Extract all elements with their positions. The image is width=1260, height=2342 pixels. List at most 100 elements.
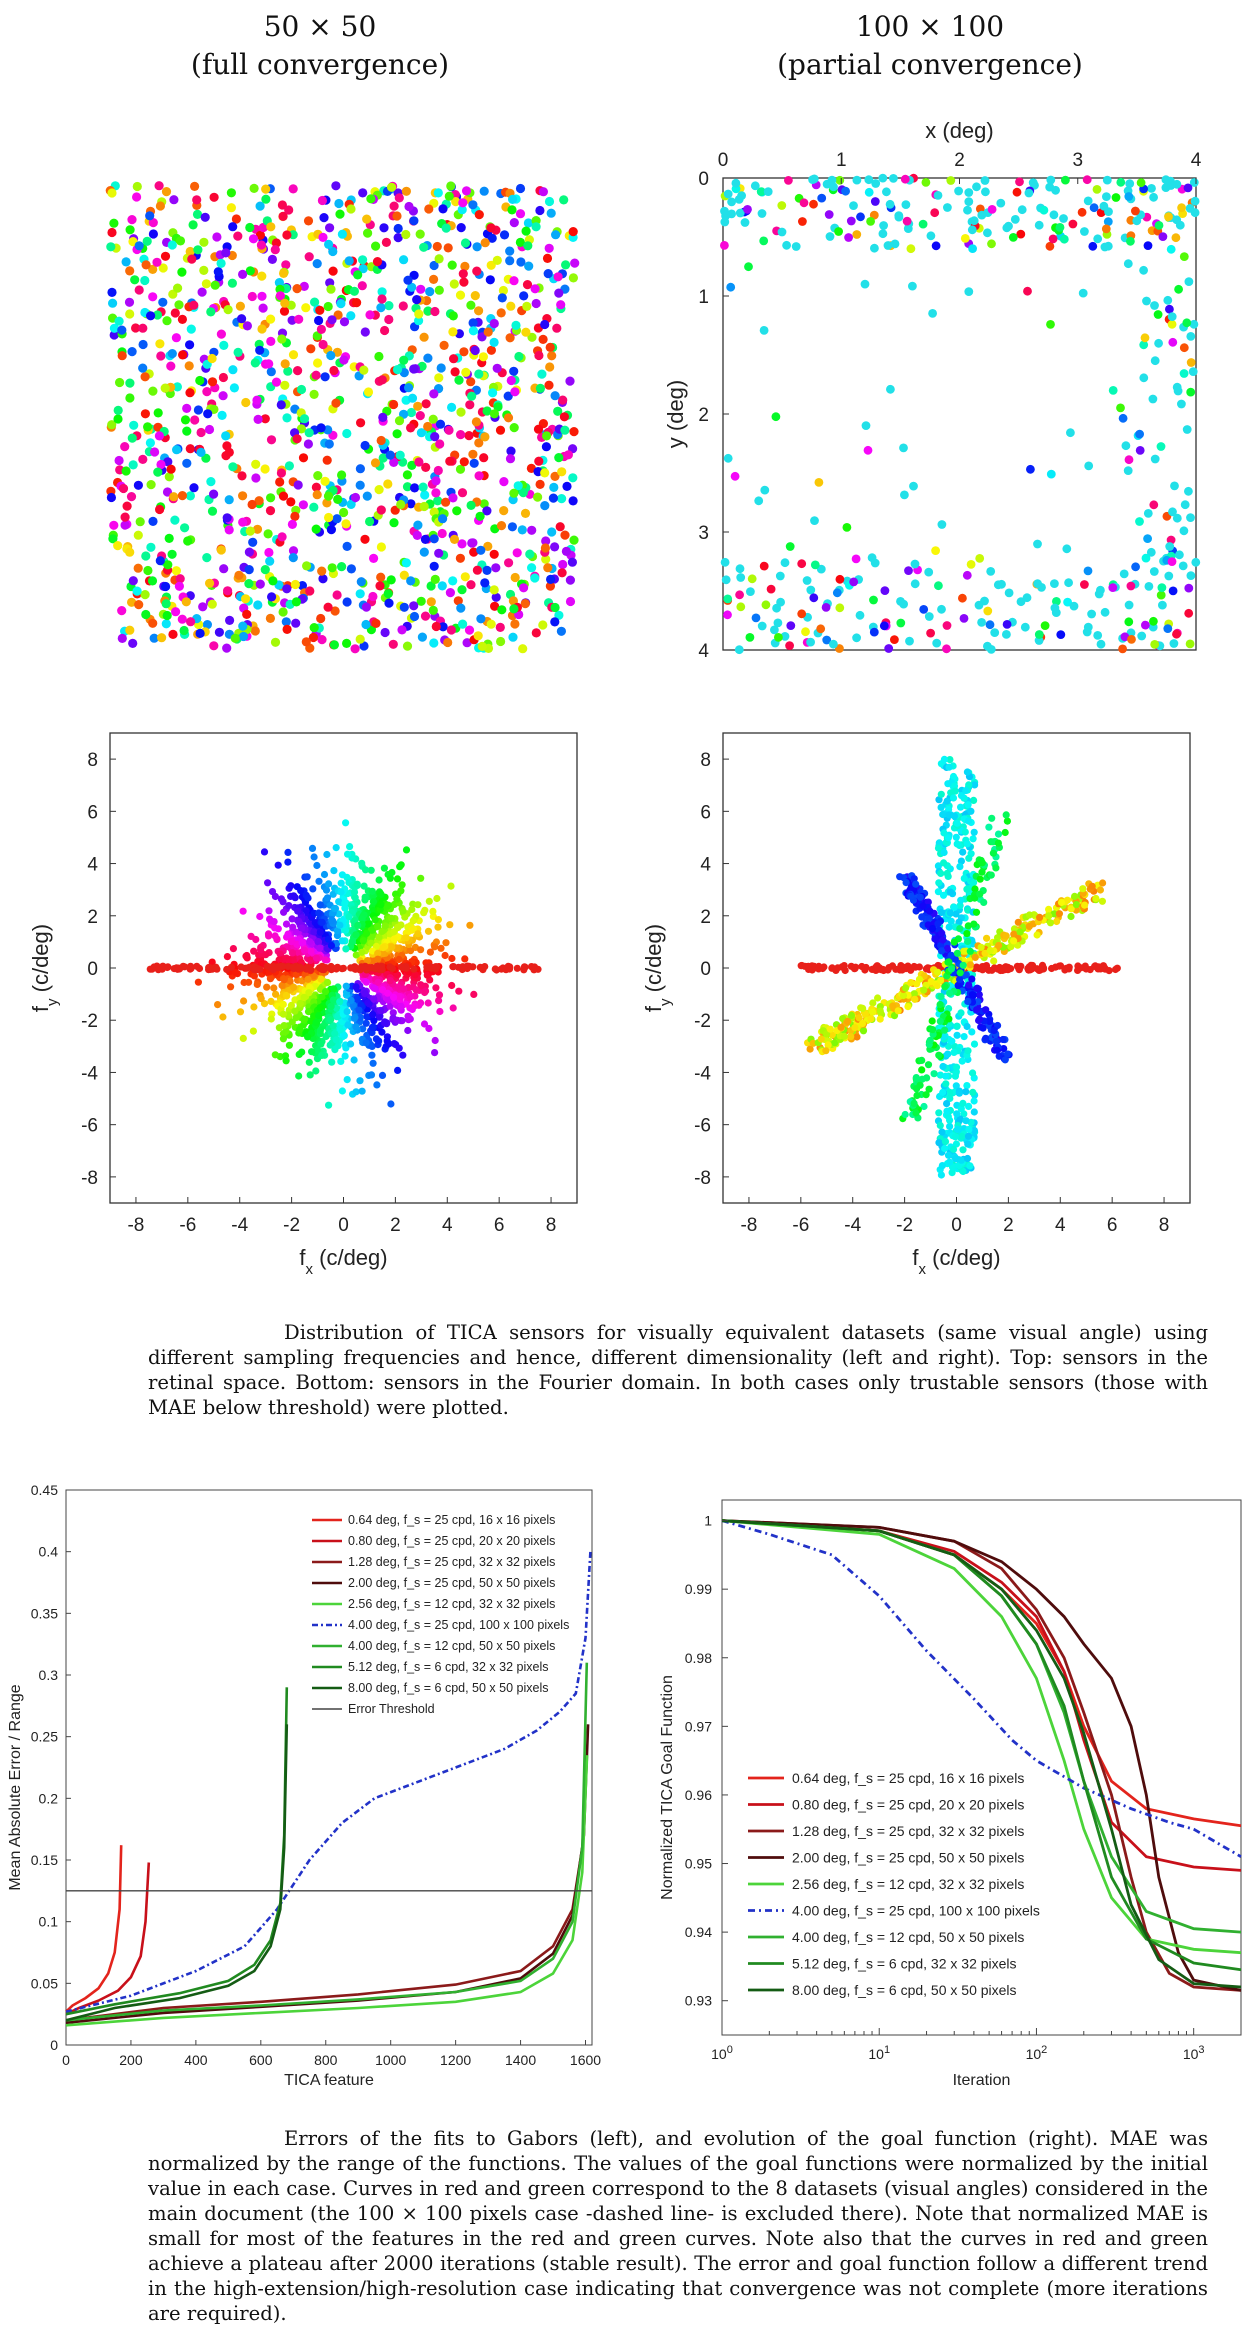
retinal-50-point [183, 536, 193, 546]
retinal-50-point [265, 613, 275, 624]
retinal-50-point [270, 245, 280, 255]
retinal-100-point [759, 326, 769, 335]
title-right-line2: (partial convergence) [777, 48, 1083, 81]
fourier_50-point [287, 1001, 295, 1010]
fourier_50-ytick-label: -6 [81, 1116, 98, 1137]
retinal-100-point [1180, 500, 1190, 510]
retinal-50-point [107, 188, 117, 198]
fourier_50-point [404, 1026, 412, 1035]
fourier_50-ytick-label: -2 [81, 1011, 98, 1032]
retinal-100-point [735, 590, 744, 600]
retinal-50-point [369, 553, 379, 564]
retinal-50-point [282, 230, 292, 240]
fourier_50-point [352, 1023, 360, 1031]
fourier_100-point [1000, 1045, 1008, 1053]
retinal-100-point [974, 600, 984, 610]
retinal-50-point [267, 592, 277, 602]
fourier_50-point [316, 928, 324, 936]
retinal-50-point [447, 260, 457, 270]
retinal-50-point [361, 619, 371, 630]
retinal-50-point [381, 237, 391, 247]
retinal-100-point [1143, 241, 1153, 251]
retinal-50-point [434, 285, 444, 295]
fourier_50-point [285, 902, 293, 910]
retinal-50-point [178, 350, 188, 360]
fourier_50-point [333, 927, 341, 935]
retinal-100-point [806, 585, 816, 595]
fourier_50-point [431, 1049, 439, 1057]
retinal-100-point [1125, 179, 1135, 189]
fourier_100-point [967, 807, 975, 815]
fourier_100-point [894, 1007, 902, 1015]
retinal-50-point [406, 423, 416, 433]
retinal-100-point [1096, 585, 1105, 595]
fourier_50-point [285, 1041, 293, 1049]
fourier_50-point [431, 1036, 439, 1045]
fourier_50-point [346, 843, 354, 851]
retinal-50-point [115, 377, 125, 388]
retinal-50-point [355, 634, 365, 644]
retinal-100-point [723, 594, 733, 604]
retinal-100-frame [722, 177, 1197, 651]
fourier_100-point [964, 997, 972, 1006]
fourier_50-point [305, 1058, 313, 1066]
fourier_50-point [312, 954, 321, 962]
retinal-50-point [374, 351, 384, 362]
retinal-50-point [388, 639, 398, 649]
retinal-100-point [964, 287, 974, 296]
retinal-100-point [777, 227, 787, 237]
retinal-50-point [266, 493, 276, 503]
retinal-50-point [186, 617, 196, 627]
fourier_50-point [379, 944, 387, 952]
fourier_100-point [925, 1085, 933, 1093]
retinal-100-point [1100, 242, 1110, 252]
retinal-100-point [825, 232, 835, 241]
retinal-50-point [280, 359, 290, 369]
retinal-50-point [279, 306, 290, 316]
retinal-100-point [750, 181, 760, 191]
retinal-100-point [1183, 183, 1193, 193]
retinal-50-point [192, 209, 203, 219]
fourier_50-point [227, 983, 235, 991]
fourier_100-point [962, 787, 970, 795]
retinal-50-point [161, 599, 171, 609]
fourier_50-point [296, 1025, 304, 1034]
retinal-50-point [287, 519, 297, 530]
retinal-50-point [177, 614, 187, 624]
fourier_50-point [466, 921, 474, 929]
retinal-100-point [896, 618, 906, 628]
retinal-50-point [120, 442, 130, 452]
retinal-50-point [520, 508, 531, 518]
fourier_50-point [313, 1046, 322, 1054]
retinal-50-point [127, 215, 137, 225]
fourier_50-point [336, 921, 344, 929]
fourier_50-point [310, 928, 318, 936]
fourier_50-point [329, 996, 337, 1004]
retinal-100-point [1123, 466, 1133, 475]
retinal-50-point [468, 318, 478, 328]
retinal-50-point [377, 375, 387, 385]
fourier_50-xtick-label: 0 [338, 1215, 349, 1236]
retinal-50-point [117, 325, 127, 335]
fourier_100-point [951, 1133, 959, 1141]
retinal-100-point [1127, 635, 1136, 644]
retinal-50-point [299, 281, 309, 291]
retinal-100-point [829, 639, 838, 649]
retinal-50-point [385, 450, 395, 460]
fourier_50-point [279, 1010, 287, 1018]
fourier_100-point [940, 859, 948, 867]
fourier_50-point [304, 894, 312, 902]
fourier_50-point [268, 888, 277, 896]
fourier_50-point [293, 928, 301, 936]
fourier_100-point [959, 1099, 967, 1107]
fourier_50-point [290, 983, 298, 991]
retinal-100-point [924, 567, 934, 577]
retinal-50-point [360, 534, 370, 544]
fourier_50-point [303, 873, 311, 881]
goal-legend-label: 4.00 deg, f_s = 25 cpd, 100 x 100 pixels [792, 1903, 1040, 1919]
retinal-50-point [309, 623, 319, 633]
fourier_100-point [970, 878, 978, 887]
fourier_100-point [876, 1015, 884, 1023]
retinal-50-point [433, 465, 443, 476]
